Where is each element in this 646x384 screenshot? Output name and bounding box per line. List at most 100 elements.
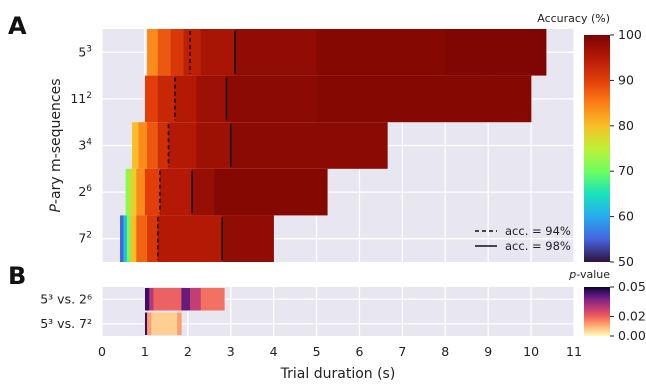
heatmap-cell xyxy=(230,122,388,169)
heatmap-cell xyxy=(157,122,169,169)
heatmap-cell xyxy=(222,215,274,262)
pvalue-cell xyxy=(153,288,182,311)
y-tick-label: 26 xyxy=(78,184,92,199)
x-tick-label: 3 xyxy=(227,344,235,359)
pvalue-title-italic: p xyxy=(568,268,576,281)
y-tick-sup: 2 xyxy=(86,91,92,101)
heatmap-cell xyxy=(157,215,223,262)
x-tick-label: 8 xyxy=(441,344,449,359)
legend-label: acc. = 98% xyxy=(505,239,571,253)
y-tick-sup: 2 xyxy=(86,231,92,241)
x-tick-label: 11 xyxy=(566,344,582,359)
y-tick-sup: 6 xyxy=(86,184,92,194)
pvalue-colorbar-title: p-value xyxy=(568,268,610,281)
panel-letter-b: B xyxy=(8,262,26,290)
colorbar-tick-label: 0.05 xyxy=(618,279,646,294)
heatmap-cell xyxy=(123,215,128,262)
pvalue-cell xyxy=(200,288,225,311)
heatmap-row-53 xyxy=(147,29,547,76)
x-tick-label: 0 xyxy=(98,344,106,359)
heatmap-cell xyxy=(132,122,139,169)
heatmap-cell xyxy=(144,168,161,216)
heatmap-cell xyxy=(192,168,214,216)
colorbar-tick-label: 80 xyxy=(618,118,634,133)
x-tick-label: 7 xyxy=(398,344,406,359)
heatmap-cell xyxy=(130,215,137,262)
pvalue-cell xyxy=(149,288,154,311)
heatmap-cell xyxy=(147,122,159,169)
colorbar-tick-label: 0.00 xyxy=(618,328,646,343)
x-tick-label: 2 xyxy=(184,344,192,359)
heatmap-cell xyxy=(235,29,317,76)
legend-label: acc. = 94% xyxy=(505,224,571,238)
heatmap-cell xyxy=(316,75,532,123)
pvalue-cell xyxy=(144,312,148,335)
pvalue-cell xyxy=(147,312,152,335)
x-axis: 0 1 2 3 4 5 6 7 8 9 10 11 Trial duration (s) xyxy=(98,344,582,382)
heatmap-cell xyxy=(316,29,446,76)
accuracy-colorbar: Accuracy (%) 50 60 70 80 90 100 xyxy=(537,12,642,269)
pvalue-cell xyxy=(144,288,150,311)
heatmap-cell xyxy=(157,29,171,76)
y-tick-sup: 4 xyxy=(86,138,92,148)
heatmap-row-34 xyxy=(132,122,388,169)
heatmap-cell xyxy=(196,75,227,123)
y-tick-label: 34 xyxy=(78,138,92,153)
y-axis-label-rest: -ary m-sequences xyxy=(48,78,64,204)
heatmap-cell xyxy=(159,168,193,216)
x-tick-label: 4 xyxy=(270,344,278,359)
y-tick-base: 3 xyxy=(78,138,86,153)
x-axis-label: Trial duration (s) xyxy=(280,366,396,382)
colorbar-tick-label: 70 xyxy=(618,163,634,178)
heatmap-row-112 xyxy=(144,75,532,123)
heatmap-row-26 xyxy=(125,168,328,216)
colorbar-tick-label: 0.02 xyxy=(618,308,646,323)
heatmap-cell xyxy=(147,215,159,262)
pvalue-cell xyxy=(181,288,191,311)
heatmap-cell xyxy=(170,29,184,76)
y-tick-label: 112 xyxy=(70,91,92,106)
y-tick-sup: 3 xyxy=(86,44,92,54)
heatmap-cell xyxy=(183,29,201,76)
heatmap-cell xyxy=(144,75,159,123)
colorbar-tick-label: 50 xyxy=(618,254,634,269)
pvalue-title-rest: -value xyxy=(576,268,610,281)
heatmap-cell xyxy=(120,215,124,262)
pvalue-colorbar-bar xyxy=(584,287,610,336)
y-tick-base: 7 xyxy=(78,231,86,246)
heatmap-cell xyxy=(174,75,197,123)
accuracy-colorbar-bar xyxy=(584,35,610,262)
pvalue-cell xyxy=(189,288,201,311)
x-tick-label: 10 xyxy=(523,344,539,359)
colorbar-tick-label: 90 xyxy=(618,72,634,87)
heatmap-cell xyxy=(196,122,232,169)
heatmap-cell xyxy=(136,215,148,262)
pvalue-row xyxy=(144,312,182,335)
heatmap-row-72 xyxy=(120,215,274,262)
heatmap-cell xyxy=(138,122,148,169)
y-tick-base: 11 xyxy=(70,91,86,106)
heatmap-cell xyxy=(126,215,131,262)
y-tick-label: 72 xyxy=(78,231,92,246)
heatmap-cell xyxy=(168,122,197,169)
heatmap-cell xyxy=(213,168,328,216)
x-tick-label: 1 xyxy=(141,344,149,359)
heatmap-cell xyxy=(200,29,236,76)
comparison-label: 5³ vs. 2⁶ xyxy=(40,291,92,306)
heatmap-cell xyxy=(147,29,159,76)
colorbar-tick-label: 100 xyxy=(618,27,642,42)
y-axis-label-italic: P xyxy=(48,204,64,213)
heatmap-cell xyxy=(136,168,146,216)
pvalue-cell xyxy=(177,312,182,335)
x-tick-label: 6 xyxy=(355,344,363,359)
comparison-label: 5³ vs. 7² xyxy=(40,316,92,331)
heatmap-cell xyxy=(226,75,317,123)
y-tick-base: 5 xyxy=(78,44,86,59)
pvalue-cell xyxy=(151,312,178,335)
colorbar-tick-label: 60 xyxy=(618,209,634,224)
heatmap-cell xyxy=(157,75,176,123)
y-tick-label: 53 xyxy=(78,44,92,59)
panel-b: 5³ vs. 2⁶ 5³ vs. 7² B xyxy=(8,262,575,336)
